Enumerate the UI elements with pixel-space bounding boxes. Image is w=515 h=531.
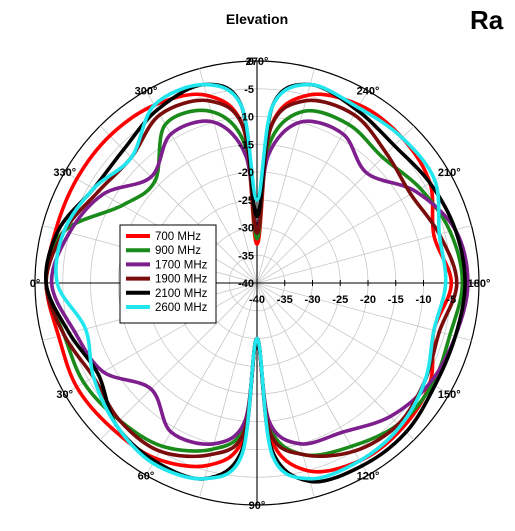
grid-spoke xyxy=(199,68,258,284)
legend-label: 2600 MHz xyxy=(155,302,208,314)
angle-label: 120° xyxy=(357,470,380,482)
radial-tick-label: -20 xyxy=(238,167,254,179)
angle-label: 90° xyxy=(249,500,266,512)
corner-text: Ra xyxy=(470,5,504,35)
angle-label: 330° xyxy=(53,167,76,179)
radial-tick-label: -30 xyxy=(238,223,254,235)
grid-spoke xyxy=(256,282,315,498)
radial-tick-label: -35 xyxy=(238,250,254,262)
angle-label: 240° xyxy=(357,86,380,98)
legend-label: 1700 MHz xyxy=(155,259,208,271)
radial-tick-label: -30 xyxy=(305,294,321,306)
radial-tick-label: -25 xyxy=(238,195,254,207)
angle-label: 60° xyxy=(138,470,155,482)
radial-tick-label: -20 xyxy=(360,294,376,306)
polar-grid xyxy=(34,60,480,506)
grid-spoke xyxy=(145,282,258,476)
grid-spoke xyxy=(256,125,415,284)
grid-spoke xyxy=(99,282,258,441)
angle-label: 150° xyxy=(438,389,461,401)
radial-tick-label: -35 xyxy=(277,294,293,306)
grid-spoke xyxy=(256,90,369,284)
radial-tick-labels: -40 -40 -35 -35 -30 -30 -25 -25 -20 -20 -15 -15 -10 -… xyxy=(238,56,456,306)
radial-tick-label: -15 xyxy=(388,294,404,306)
radial-tick-label: -5 xyxy=(446,294,456,306)
angle-label: 180° xyxy=(468,278,491,290)
series-group xyxy=(43,82,470,484)
angle-label: 210° xyxy=(438,167,461,179)
angle-labels: 0° 30° 60° 90° 120° 150° 180° 210° 240° 270° 300° 3… xyxy=(30,56,491,512)
series-line xyxy=(54,82,448,481)
grid-spoke xyxy=(199,282,258,498)
legend-label: 900 MHz xyxy=(155,245,201,257)
radial-tick-label: -15 xyxy=(238,139,254,151)
radial-tick-label: -25 xyxy=(332,294,348,306)
radial-tick-label: -40 xyxy=(238,278,254,290)
grid-spoke xyxy=(256,282,450,395)
grid-spoke xyxy=(256,68,315,284)
radial-tick-label: -40 xyxy=(249,294,265,306)
radial-tick-label: -5 xyxy=(244,84,254,96)
angle-label: 270° xyxy=(246,56,269,68)
grid-spoke xyxy=(64,282,258,395)
chart-title: Elevation xyxy=(226,11,288,27)
grid-spoke xyxy=(256,282,369,476)
legend: 700 MHz 900 MHz 1700 MHz 1900 MHz 2100 MHz 26… xyxy=(119,224,217,324)
legend-label: 2100 MHz xyxy=(155,288,208,300)
legend-label: 1900 MHz xyxy=(155,274,208,286)
radial-tick-label: -10 xyxy=(238,112,254,124)
grid-spoke xyxy=(99,125,258,284)
angle-label: 300° xyxy=(135,86,158,98)
legend-label: 700 MHz xyxy=(155,231,201,243)
radial-tick-label: 0 xyxy=(248,56,254,68)
series-line xyxy=(44,98,459,459)
angle-label: 30° xyxy=(56,389,73,401)
grid-spoke xyxy=(256,282,415,441)
grid-spoke xyxy=(256,225,472,284)
grid-spoke xyxy=(256,282,472,341)
angle-label: 0° xyxy=(30,278,41,290)
series-line xyxy=(44,92,454,474)
series-line xyxy=(44,108,465,458)
series-line xyxy=(49,119,470,446)
radial-tick-label: -10 xyxy=(416,294,432,306)
